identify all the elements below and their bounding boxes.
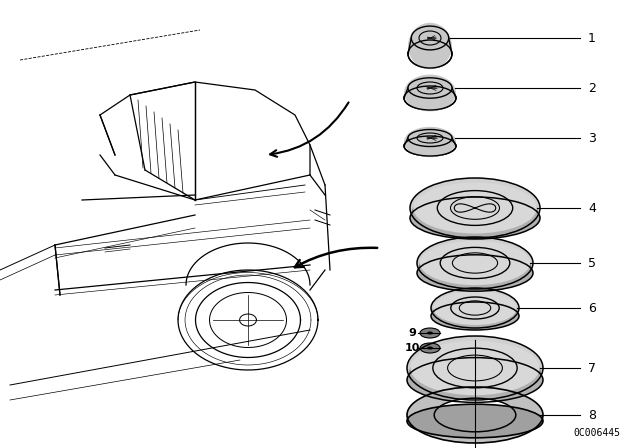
Ellipse shape [433,294,518,328]
Text: 5: 5 [588,257,596,270]
Ellipse shape [431,288,519,328]
Ellipse shape [420,241,530,285]
Ellipse shape [407,336,543,400]
Text: 4: 4 [588,202,596,215]
Ellipse shape [420,343,440,353]
Ellipse shape [410,178,540,238]
Ellipse shape [404,127,456,157]
Ellipse shape [427,332,433,335]
Ellipse shape [413,182,537,233]
Ellipse shape [409,345,541,400]
Ellipse shape [404,75,456,112]
Ellipse shape [434,398,516,432]
Text: 6: 6 [588,302,596,314]
Ellipse shape [407,358,543,402]
Ellipse shape [417,255,533,291]
Ellipse shape [412,186,538,237]
Text: 3: 3 [588,132,596,145]
Ellipse shape [420,328,440,338]
Text: 2: 2 [588,82,596,95]
Text: 8: 8 [588,409,596,422]
Ellipse shape [419,245,531,289]
Ellipse shape [408,23,452,69]
Text: 9: 9 [408,328,416,338]
Ellipse shape [417,237,533,289]
Ellipse shape [410,197,540,239]
Text: 0C006445: 0C006445 [573,428,620,438]
Ellipse shape [427,346,433,349]
Ellipse shape [407,404,543,438]
Ellipse shape [410,341,540,395]
Ellipse shape [407,387,543,443]
Text: 1: 1 [588,31,596,44]
Ellipse shape [433,291,517,325]
Text: 10: 10 [405,343,420,353]
Text: 7: 7 [588,362,596,375]
Ellipse shape [431,302,519,330]
